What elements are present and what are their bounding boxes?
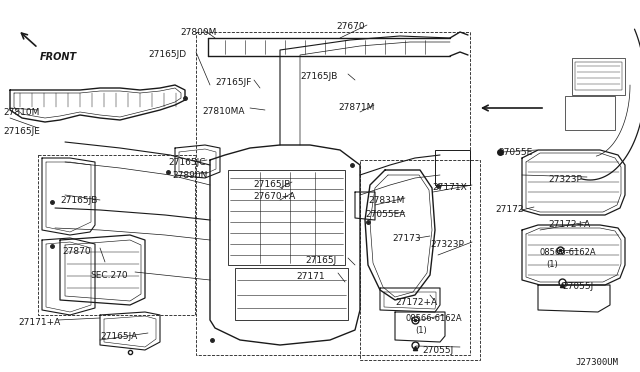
Text: (1): (1) — [546, 260, 557, 269]
Text: 27165JE: 27165JE — [3, 127, 40, 136]
Text: 08566-6162A: 08566-6162A — [540, 248, 596, 257]
Text: 27165JB: 27165JB — [253, 180, 291, 189]
Text: 27323P: 27323P — [548, 175, 582, 184]
Text: 27871M: 27871M — [338, 103, 374, 112]
Text: 27323P: 27323P — [430, 240, 464, 249]
Text: 27165JB: 27165JB — [300, 72, 337, 81]
Text: 27165J: 27165J — [305, 256, 336, 265]
Text: 27810M: 27810M — [3, 108, 40, 117]
Text: 27890N: 27890N — [172, 171, 207, 180]
Text: 27670+A: 27670+A — [253, 192, 295, 201]
Text: 27810MA: 27810MA — [202, 107, 244, 116]
Text: 27165JF: 27165JF — [215, 78, 252, 87]
Text: 27055J: 27055J — [422, 346, 453, 355]
Text: 08566-6162A: 08566-6162A — [405, 314, 461, 323]
Text: 27165JB: 27165JB — [60, 196, 97, 205]
Text: 27173: 27173 — [392, 234, 420, 243]
Text: 27831M: 27831M — [368, 196, 404, 205]
Text: 27172: 27172 — [495, 205, 524, 214]
Text: (1): (1) — [415, 326, 427, 335]
Text: 27055J: 27055J — [562, 282, 593, 291]
Text: FRONT: FRONT — [40, 52, 77, 62]
Text: 27055E: 27055E — [498, 148, 532, 157]
Text: 27171+A: 27171+A — [18, 318, 60, 327]
Text: 27172+A: 27172+A — [395, 298, 437, 307]
Text: 27171: 27171 — [296, 272, 324, 281]
Text: 27172+A: 27172+A — [548, 220, 590, 229]
Text: 27055EA: 27055EA — [365, 210, 405, 219]
Text: 27165JD: 27165JD — [148, 50, 186, 59]
Text: 27171X: 27171X — [432, 183, 467, 192]
Text: SEC.270: SEC.270 — [90, 271, 127, 280]
Text: 27165JC: 27165JC — [168, 158, 205, 167]
Text: 27670: 27670 — [336, 22, 365, 31]
Text: 27165JA: 27165JA — [100, 332, 137, 341]
Text: 27800M: 27800M — [180, 28, 216, 37]
Text: 27870: 27870 — [62, 247, 91, 256]
Text: J27300UM: J27300UM — [575, 358, 618, 367]
